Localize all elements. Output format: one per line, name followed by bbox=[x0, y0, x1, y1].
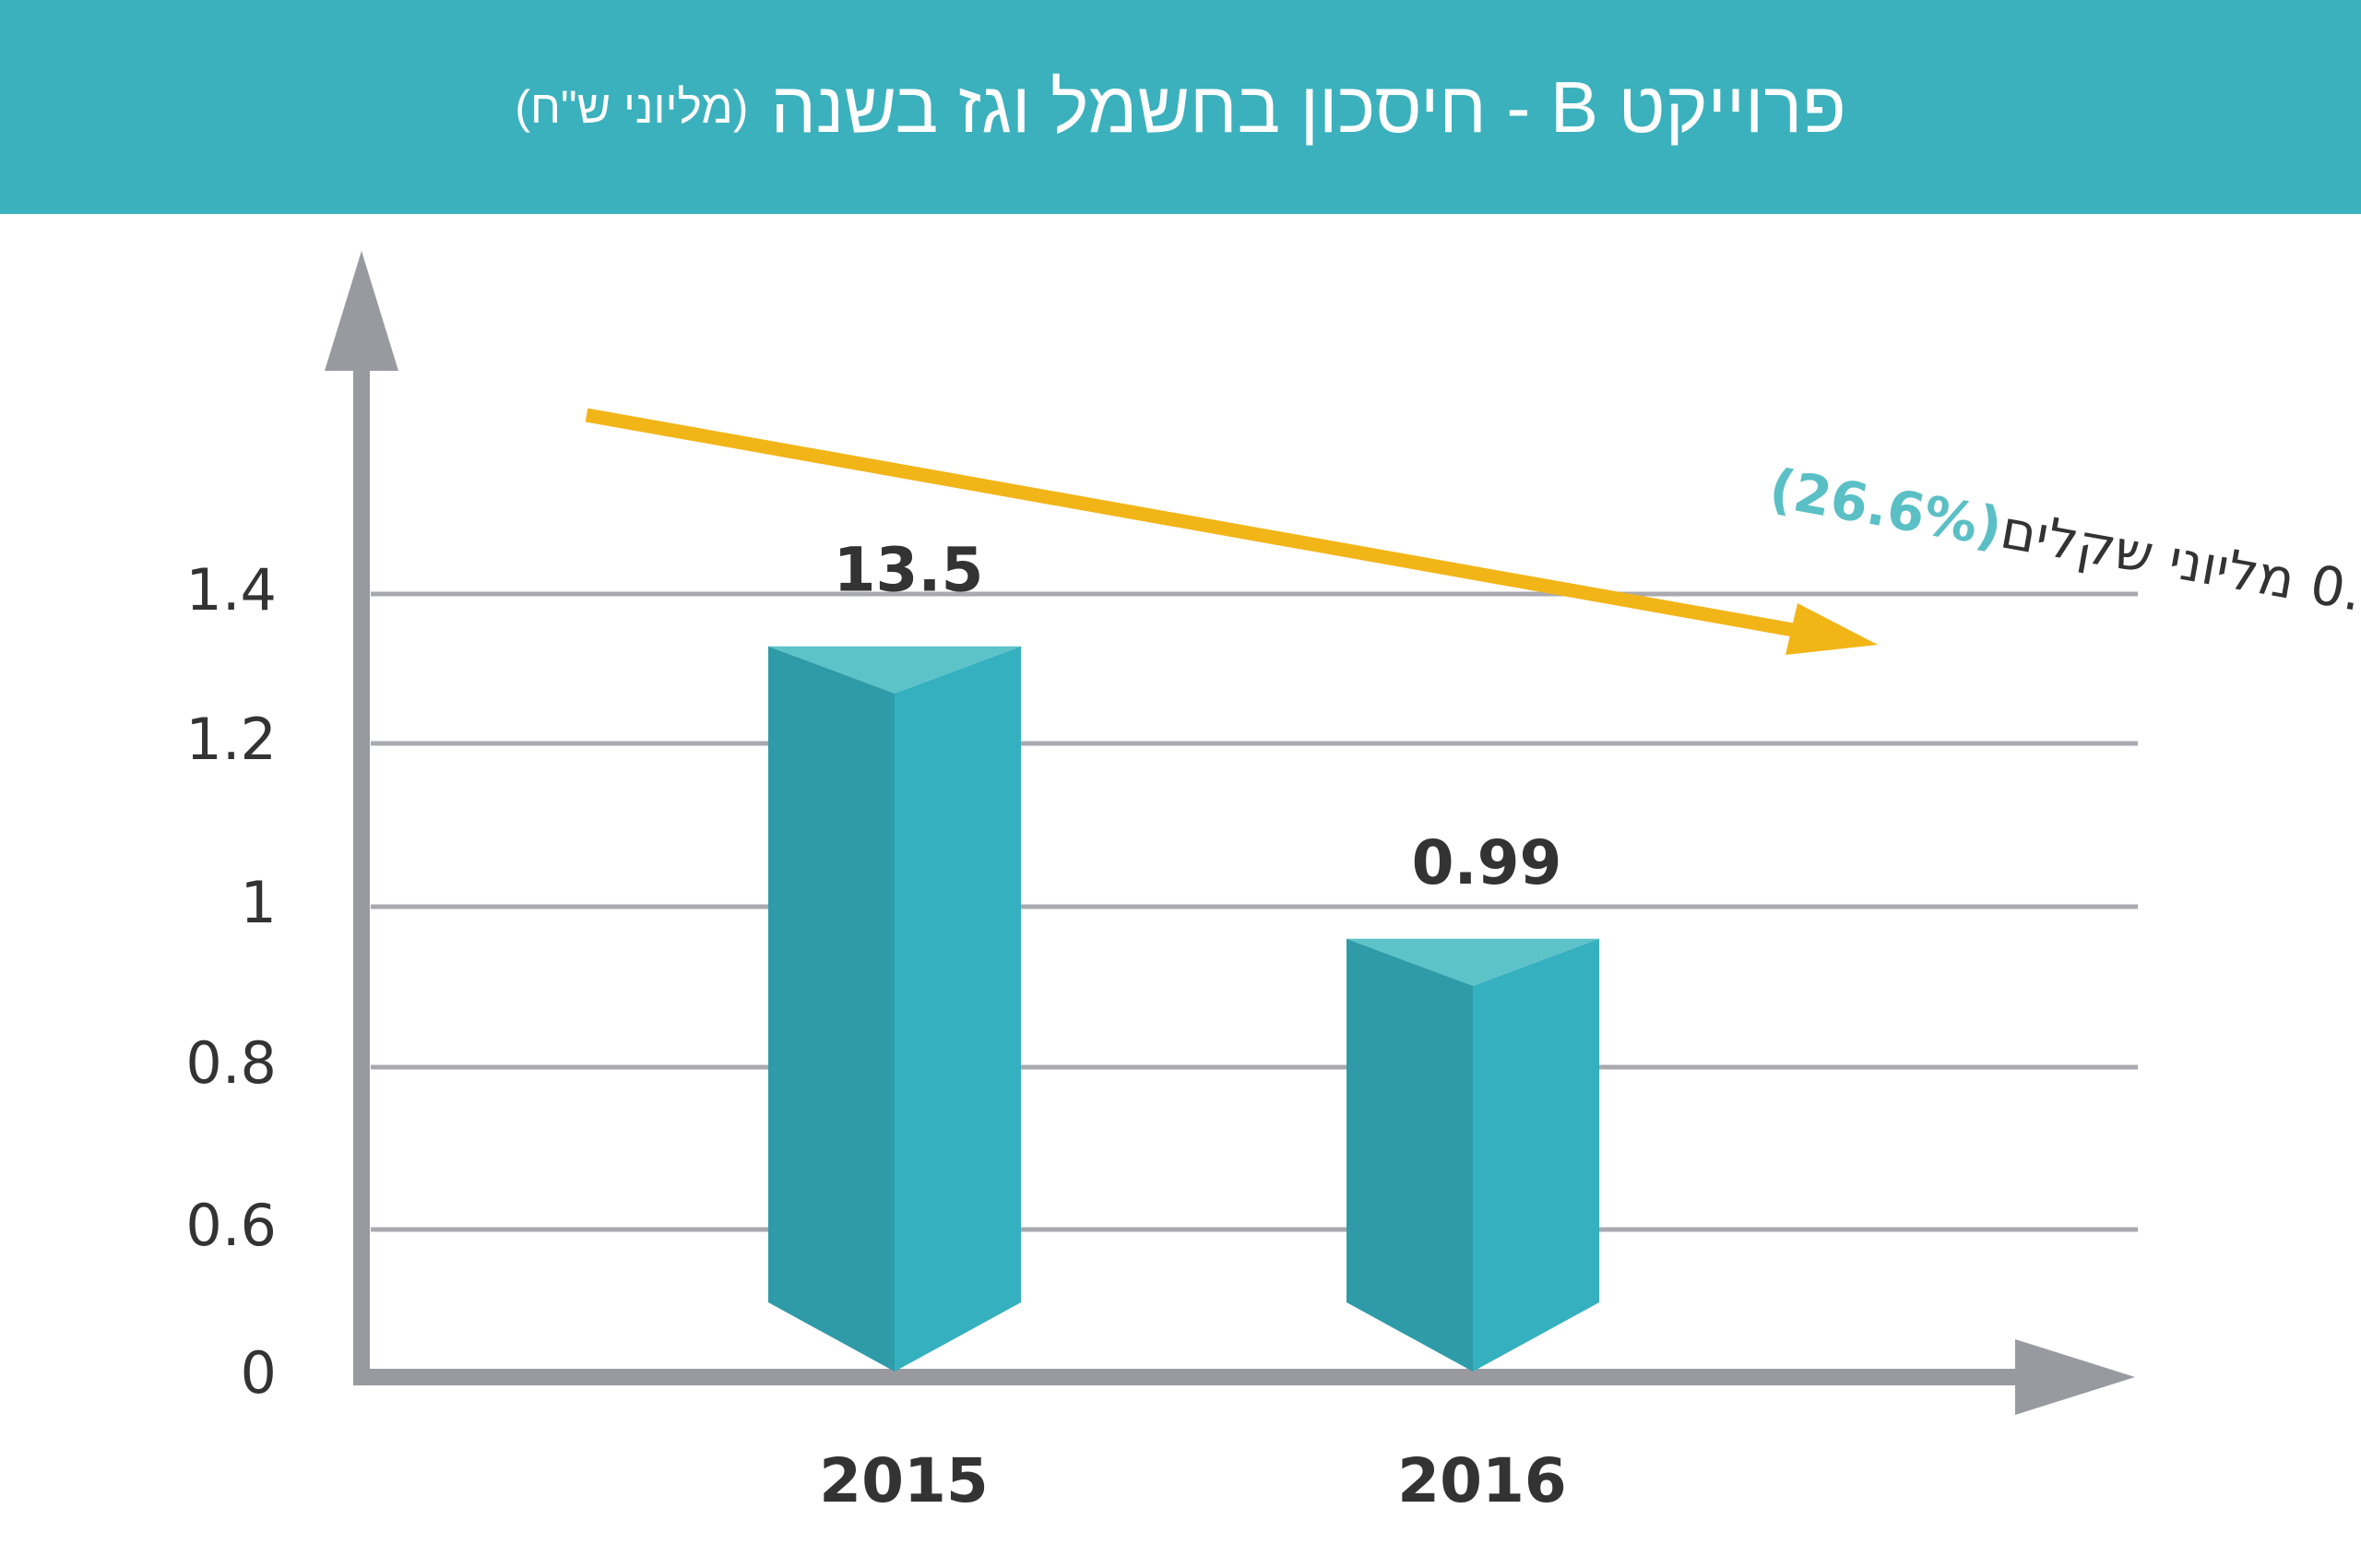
gridlines bbox=[371, 591, 2138, 1232]
trend-arrow-head bbox=[1786, 603, 1878, 655]
bar-top-face bbox=[1347, 938, 1599, 986]
y-axis-arrowhead bbox=[325, 251, 398, 371]
bar-side-face bbox=[768, 646, 895, 1372]
bar-front-face bbox=[1473, 938, 1599, 1372]
x-category-label: 2015 bbox=[819, 1445, 989, 1516]
trend-arrow-shaft bbox=[585, 408, 1800, 638]
y-tick-label: 0.8 bbox=[185, 1029, 277, 1097]
bar-value-label: 13.5 bbox=[834, 535, 984, 606]
category-labels: 2015 2016 bbox=[819, 1445, 1567, 1516]
chart-header bbox=[0, 0, 2361, 214]
x-category-label: 2016 bbox=[1397, 1445, 1567, 1516]
chart-title-unit: (מליוני ש"ח) bbox=[515, 81, 749, 133]
trend-arrow bbox=[585, 408, 1878, 655]
bar-top-face bbox=[768, 646, 1021, 694]
bars bbox=[768, 646, 1599, 1372]
y-tick-label: 1.4 bbox=[185, 556, 277, 624]
chart-title: פרוייקט B - חיסכון בחשמל וגז בשנה (מליונ… bbox=[0, 0, 2361, 214]
y-tick-label: 0.6 bbox=[185, 1192, 277, 1259]
savings-text: חיסכון של 0.36 מליוני שקלים bbox=[1996, 498, 2361, 678]
y-tick-label: 0 bbox=[241, 1339, 277, 1407]
y-tick-labels: 0 0.6 0.8 1 1.2 1.4 bbox=[185, 556, 277, 1407]
bar bbox=[768, 646, 1021, 1372]
bar bbox=[1347, 938, 1599, 1372]
bar-value-label: 0.99 bbox=[1412, 827, 1562, 898]
bar-side-face bbox=[1347, 938, 1473, 1372]
value-labels: 13.5 0.99 bbox=[834, 535, 1562, 898]
x-axis-arrowhead bbox=[2015, 1339, 2135, 1415]
chart-title-text: פרוייקט B - חיסכון בחשמל וגז בשנה bbox=[770, 65, 1846, 148]
axes bbox=[325, 251, 2135, 1415]
y-tick-label: 1 bbox=[241, 869, 277, 936]
y-tick-label: 1.2 bbox=[185, 706, 277, 773]
bar-front-face bbox=[895, 646, 1021, 1372]
savings-percent: (26.6%) bbox=[1765, 457, 2007, 560]
